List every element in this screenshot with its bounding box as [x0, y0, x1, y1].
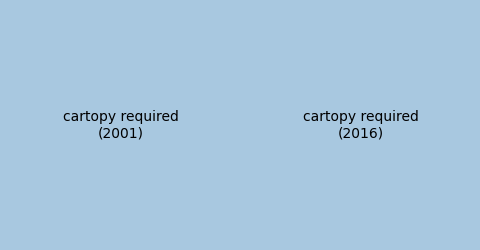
Text: cartopy required
(2016): cartopy required (2016) — [303, 110, 419, 140]
Text: cartopy required
(2001): cartopy required (2001) — [63, 110, 179, 140]
